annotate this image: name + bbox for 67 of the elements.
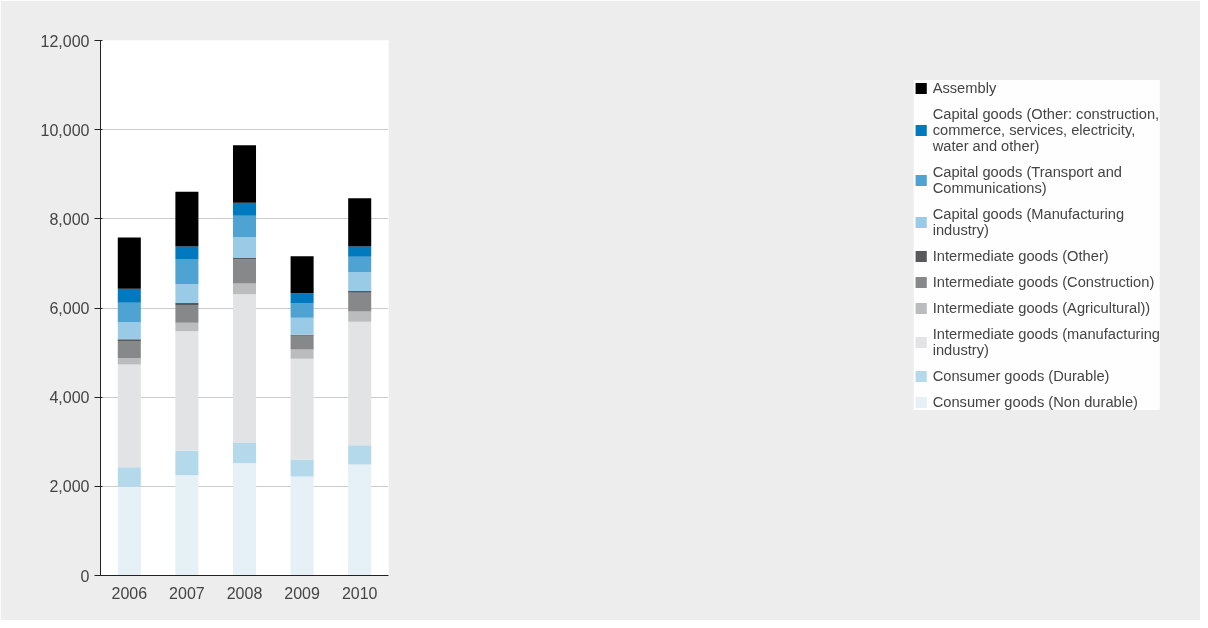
bar (175, 475, 199, 576)
x-tick-label: 2008 (226, 584, 263, 602)
bar (117, 302, 141, 323)
bar (348, 198, 372, 247)
bar (290, 293, 314, 304)
bar (348, 256, 372, 272)
bar (175, 322, 199, 332)
x-tick-label: 2010 (341, 584, 378, 602)
x-tick-label: 2009 (284, 584, 320, 602)
legend-label: Intermediate goods (Agricultural)) (932, 300, 1151, 316)
bar (117, 364, 141, 468)
y-tick-label: 6,000 (49, 300, 90, 317)
bar (175, 246, 199, 259)
bar (117, 357, 141, 365)
bar (117, 288, 141, 303)
bar (290, 459, 314, 477)
bar (348, 311, 372, 322)
bar (290, 358, 314, 460)
legend-label: Capital goods (Other: construction, commerce, services, electricity, water and other) (932, 106, 1160, 154)
legend-label: Intermediate goods (Construction) (932, 274, 1155, 290)
legend-label: Capital goods (Transport and Communications) (932, 164, 1122, 196)
bar (175, 304, 199, 323)
legend-label: Assembly (932, 80, 997, 96)
bar (232, 145, 257, 203)
bar (117, 340, 141, 358)
bar (348, 292, 372, 312)
bar (232, 463, 257, 576)
legend-label: Capital goods (Manufacturing industry) (932, 206, 1125, 238)
legend-label: Intermediate goods (manufacturing industry) (932, 326, 1160, 358)
x-tick-label: 2006 (111, 584, 148, 602)
bar (175, 191, 199, 247)
legend-label: Intermediate goods (Other) (932, 248, 1109, 264)
y-tick-label: 8,000 (49, 210, 90, 228)
bar (232, 283, 257, 295)
bar (348, 271, 372, 292)
y-tick-label: 10,000 (40, 121, 90, 139)
bar (348, 246, 372, 257)
y-tick-label: 2,000 (49, 478, 90, 496)
bar (175, 284, 199, 304)
bar (232, 294, 257, 444)
y-tick-label: 0 (80, 567, 90, 585)
y-tick-label: 12,000 (40, 32, 90, 50)
bar (232, 259, 257, 284)
bar (348, 321, 372, 446)
bar (348, 464, 372, 576)
legend-label: Consumer goods (Durable) (932, 368, 1110, 384)
bar (290, 335, 314, 350)
bar (117, 237, 141, 289)
bar (290, 256, 314, 294)
bar (290, 349, 314, 359)
bar (117, 322, 141, 340)
x-tick-label: 2007 (169, 584, 205, 602)
bar (117, 486, 141, 576)
bar (175, 258, 199, 285)
bar (175, 331, 199, 451)
y-tick-label: 4,000 (49, 389, 90, 407)
bar (290, 317, 314, 335)
legend-label: Consumer goods (Non durable) (932, 394, 1138, 410)
bar (232, 237, 257, 259)
bar (290, 476, 314, 576)
bar (232, 202, 257, 216)
bar (348, 445, 372, 465)
bar (175, 450, 199, 476)
bar (117, 467, 141, 487)
bar (232, 443, 257, 464)
bar (232, 215, 257, 238)
bar (290, 303, 314, 318)
